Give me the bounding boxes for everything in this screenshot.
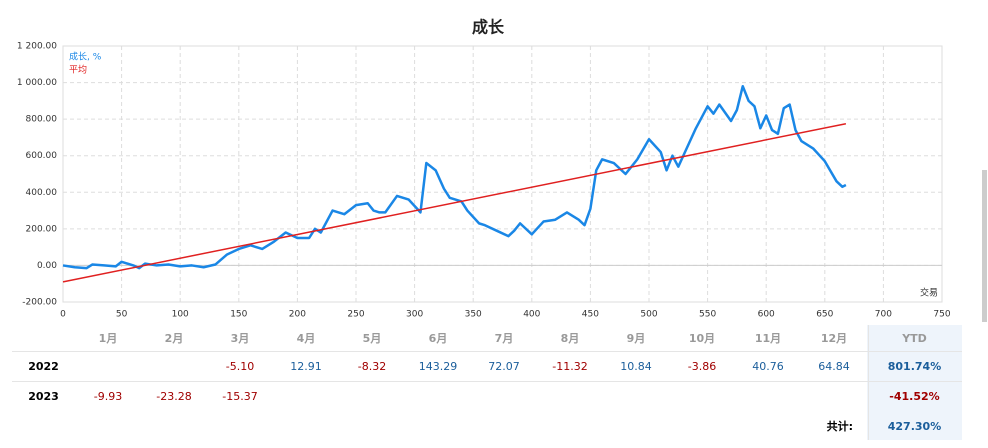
row-header: 2023 (28, 390, 59, 403)
chart-title: 成长 (472, 18, 505, 37)
column-header: 6月 (428, 332, 448, 345)
column-header: 10月 (688, 332, 716, 345)
x-tick-label: 250 (347, 310, 364, 320)
table-cell: -5.10 (225, 359, 255, 373)
x-tick-label: 600 (758, 310, 775, 320)
table-cell: -9.93 (93, 390, 123, 403)
x-tick-label: 0 (60, 310, 66, 320)
legend-entry: 成长, % (69, 51, 102, 63)
x-tick-label: 100 (172, 310, 189, 320)
column-header: YTD (867, 325, 962, 351)
y-tick-label: 0.00 (37, 261, 57, 271)
table-cell: -8.32 (357, 359, 387, 373)
column-header: 12月 (820, 332, 848, 345)
column-header: 7月 (494, 332, 514, 345)
x-tick-label: 300 (406, 310, 423, 320)
table-cell: 72.07 (488, 359, 520, 373)
x-tick-label: 650 (816, 310, 833, 320)
x-tick-label: 50 (116, 310, 128, 320)
column-header: 11月 (754, 332, 782, 345)
column-header: 2月 (164, 332, 184, 345)
scrollbar[interactable] (982, 170, 987, 322)
table-cell: -23.28 (156, 390, 192, 403)
y-tick-label: 800.00 (26, 115, 58, 125)
x-tick-label: 550 (699, 310, 716, 320)
column-header: 3月 (230, 332, 250, 345)
table-cell: 12.91 (290, 359, 322, 373)
table-cell: 143.29 (418, 359, 458, 373)
y-tick-label: 1 000.00 (17, 78, 57, 88)
y-tick-label: 400.00 (26, 188, 58, 198)
x-tick-label: 450 (582, 310, 599, 320)
series-line (62, 122, 847, 283)
column-header: 4月 (296, 332, 316, 345)
table-cell: -15.37 (222, 390, 258, 403)
table-cell: -11.32 (552, 359, 588, 373)
x-tick-label: 750 (933, 310, 950, 320)
x-axis-label: 交易 (920, 287, 938, 299)
row-divider (12, 351, 962, 352)
y-tick-label: 200.00 (26, 224, 58, 234)
y-tick-label: -200.00 (22, 298, 57, 308)
x-tick-label: 150 (230, 310, 247, 320)
table-cell: 801.74% (867, 351, 962, 381)
plot-area (62, 45, 943, 303)
row-divider (12, 381, 962, 382)
table-cell: 64.84 (818, 359, 850, 373)
y-tick-label: 600.00 (26, 151, 58, 161)
legend-entry: 平均 (69, 64, 87, 76)
total-label: 共计: (826, 420, 853, 433)
column-header: 9月 (626, 332, 646, 345)
series-line (62, 84, 847, 270)
table-cell: -3.86 (687, 359, 717, 373)
column-divider (868, 325, 869, 440)
x-tick-label: 350 (465, 310, 482, 320)
table-cell: -41.52% (867, 381, 962, 412)
x-tick-label: 200 (289, 310, 306, 320)
row-header: 2022 (28, 359, 59, 373)
column-header: 5月 (362, 332, 382, 345)
x-tick-label: 500 (640, 310, 657, 320)
table-cell: 10.84 (620, 359, 652, 373)
y-tick-label: 1 200.00 (17, 42, 57, 52)
column-header: 1月 (98, 332, 118, 345)
x-tick-label: 700 (875, 310, 892, 320)
column-header: 8月 (560, 332, 580, 345)
x-tick-label: 400 (523, 310, 540, 320)
table-cell: 40.76 (752, 359, 784, 373)
chart: 成长 -200.00 0.00 200.00 400.00 600.00 800.00 1 … (17, 18, 987, 322)
total-value: 427.30% (867, 412, 962, 440)
